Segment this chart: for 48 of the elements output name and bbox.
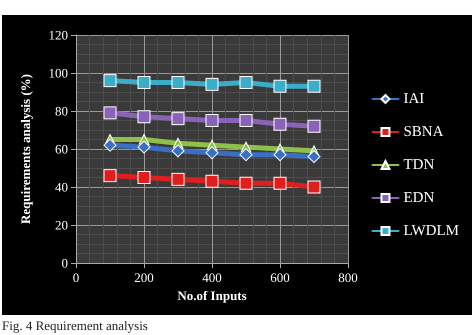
point: [104, 106, 116, 120]
point: [138, 76, 150, 89]
point: [104, 138, 116, 152]
point: [104, 169, 116, 182]
y-axis-title: Requirements analysis (%): [18, 74, 33, 224]
point: [274, 176, 286, 190]
point: [308, 120, 320, 133]
point: [138, 171, 150, 184]
x-tick-label: 400: [202, 270, 222, 285]
x-tick-label: 600: [270, 270, 290, 285]
legend-label: EDN: [403, 190, 434, 206]
point: [240, 176, 252, 190]
x-tick-label: 0: [72, 270, 80, 285]
point: [240, 114, 252, 127]
y-tick-label: 40: [55, 180, 68, 194]
point: [308, 150, 320, 164]
y-tick-label: 0: [62, 256, 68, 270]
caption: Fig. 4 Requirement analysis: [2, 318, 148, 334]
point: [240, 76, 252, 89]
point: [206, 174, 218, 188]
point: [138, 110, 150, 124]
point: [308, 80, 320, 93]
legend-label: IAI: [403, 91, 424, 107]
point: [240, 148, 252, 162]
point: [138, 140, 150, 154]
point: [274, 118, 286, 131]
point: [308, 180, 320, 194]
x-tick-label: 800: [338, 270, 358, 285]
point: [206, 146, 218, 160]
point: [206, 114, 218, 127]
point: [172, 112, 184, 126]
point: [172, 76, 184, 89]
legend-label: TDN: [403, 157, 434, 173]
y-tick-label: 100: [48, 66, 68, 80]
point: [172, 172, 184, 186]
x-tick-label: 200: [134, 270, 154, 285]
y-tick-label: 120: [48, 28, 68, 42]
y-tick-label: 80: [55, 104, 68, 118]
point: [274, 80, 286, 93]
point: [172, 144, 184, 158]
legend-label: LWDLM: [403, 223, 460, 239]
point: [206, 78, 218, 91]
point: [274, 148, 286, 162]
point: [104, 74, 116, 88]
legend-label: SBNA: [403, 124, 444, 140]
y-tick-label: 60: [55, 142, 68, 156]
y-tick-label: 20: [55, 218, 68, 232]
x-axis-title: No.of Inputs: [177, 288, 247, 303]
